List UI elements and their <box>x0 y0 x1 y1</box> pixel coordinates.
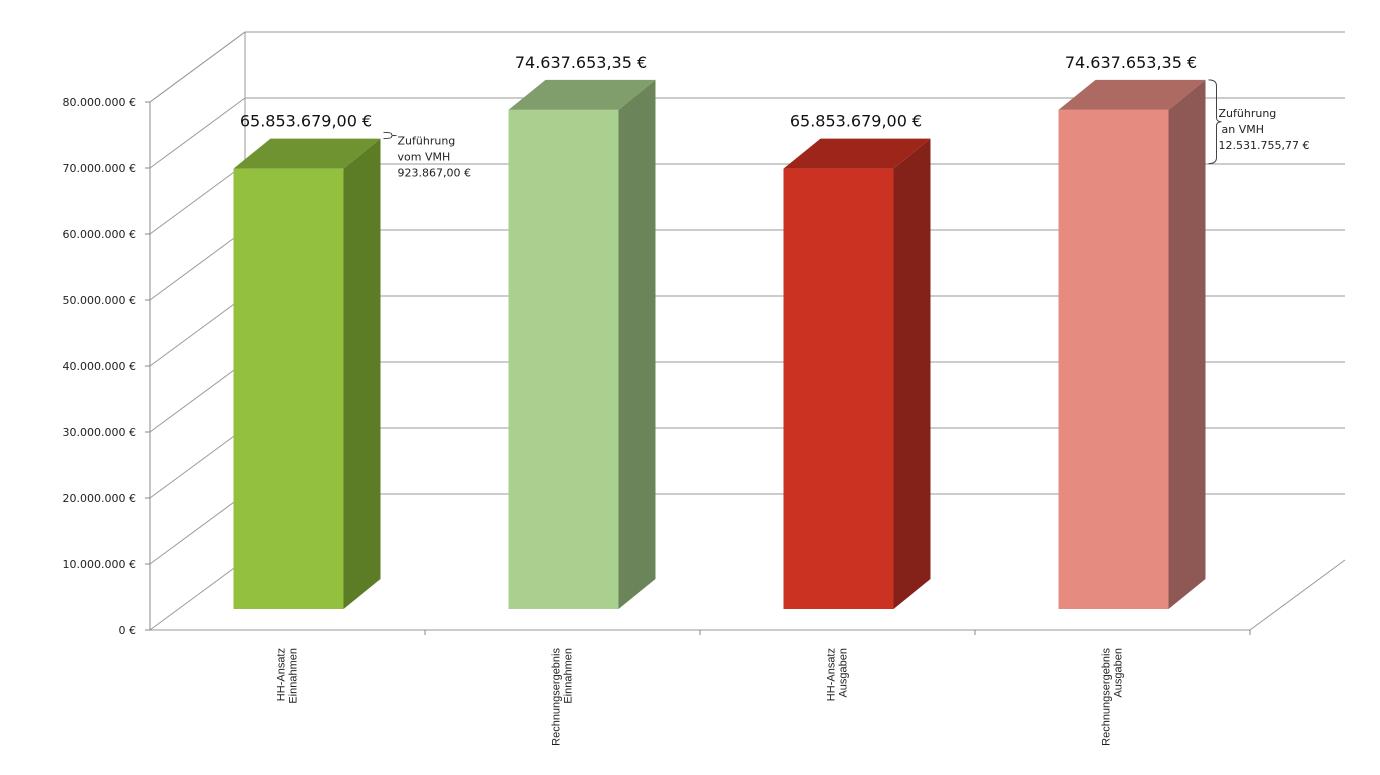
floor-left-edge <box>149 559 246 631</box>
x-category-label: RechnungsergebnisEinnahmen <box>551 648 575 746</box>
gridline-side <box>149 493 246 565</box>
bar-side-face <box>618 79 656 609</box>
floor-right-edge <box>1249 559 1346 631</box>
annotation-brace <box>1208 79 1222 165</box>
y-tick-label: 80.000.000 € <box>63 96 136 109</box>
bar-front-face <box>233 168 344 609</box>
y-tick-label: 40.000.000 € <box>63 360 136 373</box>
y-tick-label: 60.000.000 € <box>63 228 136 241</box>
y-tick-label: 20.000.000 € <box>63 492 136 505</box>
gridline-side <box>149 31 246 103</box>
bars: 65.853.679,00 € 74.637.653,35 € 65.853.679… <box>233 53 1206 610</box>
x-category-label: HH-AnsatzAusgaben <box>826 648 850 701</box>
annotation-text: Zuführung vom VMH 923.867,00 € <box>398 134 471 179</box>
y-tick-label: 50.000.000 € <box>63 294 136 307</box>
bar-front-face <box>783 168 894 609</box>
annotation-text: Zuführung an VMH 12.531.755,77 € <box>1219 107 1310 152</box>
annotation-text-line: Zuführung <box>1219 107 1277 120</box>
x-category-label-line: Einnahmen <box>288 648 300 704</box>
annotations: Zuführung vom VMH 923.867,00 € Zuführung an … <box>383 79 1310 179</box>
x-category-label-line: Rechnungsergebnis <box>551 648 563 746</box>
y-tick-label: 10.000.000 € <box>63 558 136 571</box>
gridline-side <box>149 295 246 367</box>
x-category-label-line: HH-Ansatz <box>826 648 838 701</box>
y-tick-label: 70.000.000 € <box>63 162 136 175</box>
bar-3: 65.853.679,00 € <box>783 112 931 609</box>
bar-value-label: 65.853.679,00 € <box>790 112 922 131</box>
bar-value-label: 74.637.653,35 € <box>515 53 647 72</box>
bar-front-face <box>1058 109 1169 610</box>
bar-top-face <box>1058 79 1206 110</box>
bar-side-face <box>893 138 931 609</box>
y-tick-label: 0 € <box>119 624 137 637</box>
gridline-side <box>149 427 246 499</box>
x-category-label-line: Rechnungsergebnis <box>1101 648 1113 746</box>
annotation-brace <box>383 131 397 140</box>
gridline-side <box>149 229 246 301</box>
bar-top-face <box>508 79 656 110</box>
x-category-label-line: Einnahmen <box>563 648 575 704</box>
bar-side-face <box>1168 79 1206 609</box>
bar-1: 65.853.679,00 € <box>233 112 381 609</box>
annotation-text-line: 12.531.755,77 € <box>1219 139 1310 152</box>
annotation-text-line: vom VMH <box>398 150 451 163</box>
annotation-text-line: 923.867,00 € <box>398 166 471 179</box>
annotation-text-line: Zuführung <box>398 134 456 147</box>
gridline-side <box>149 97 246 169</box>
x-category-label: RechnungsergebnisAusgaben <box>1101 648 1125 746</box>
gridline-side <box>149 361 246 433</box>
bar-side-face <box>343 138 381 609</box>
annotation-text-line: an VMH <box>1222 123 1265 136</box>
bar-2: 74.637.653,35 € <box>508 53 656 610</box>
bar-front-face <box>508 109 619 610</box>
bar-top-face <box>783 138 931 169</box>
x-category-label-line: Ausgaben <box>838 648 850 698</box>
gridline-side <box>149 163 246 235</box>
bar-value-label: 74.637.653,35 € <box>1065 53 1197 72</box>
bar-top-face <box>233 138 381 169</box>
bar-value-label: 65.853.679,00 € <box>240 112 372 131</box>
x-category-label: HH-AnsatzEinnahmen <box>276 648 300 704</box>
bar-4: 74.637.653,35 € <box>1058 53 1206 610</box>
x-category-label-line: Ausgaben <box>1113 648 1125 698</box>
y-tick-label: 30.000.000 € <box>63 426 136 439</box>
x-category-label-line: HH-Ansatz <box>276 648 288 701</box>
